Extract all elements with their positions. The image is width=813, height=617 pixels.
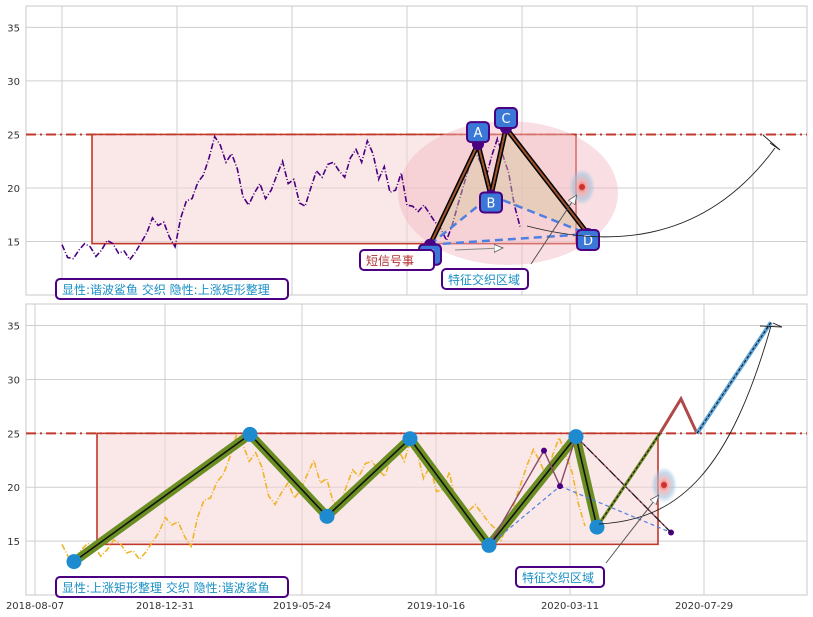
zone-arrow (530, 196, 576, 265)
projection-leg-dots (596, 433, 661, 528)
explicit-implicit-label: 显性:上涨矩形整理 交织 隐性:谐波鲨鱼 (62, 580, 270, 595)
y-tick-label: 15 (7, 237, 20, 248)
x-tick-label: 2020-03-11 (541, 601, 599, 612)
bottom-zigzag-pattern (66, 321, 783, 570)
projection-curve (598, 325, 772, 525)
feature-zone-label: 特征交织区域 (522, 570, 594, 585)
zigzag-node (481, 537, 497, 553)
short-signal-label: 短信号事 (366, 254, 414, 268)
triangle-bcd (491, 128, 588, 234)
harmonic-dashed (488, 485, 561, 546)
harmonic-node (541, 447, 547, 454)
zigzag-node (402, 431, 418, 447)
top-y-axis: 15 20 25 30 35 (7, 23, 20, 248)
zigzag-node (319, 508, 335, 524)
projection-tip (759, 322, 783, 328)
y-tick-label: 30 (7, 375, 20, 386)
projection-target-dots (696, 322, 772, 434)
pattern-dashed-line (429, 232, 589, 246)
target-dot (661, 482, 667, 488)
zigzag-node (242, 426, 258, 442)
feature-zone-box (515, 566, 605, 588)
explicit-implicit-box (55, 576, 289, 598)
harmonic-dashed (559, 485, 672, 534)
signal-arrow (454, 248, 502, 250)
bottom-x-axis: 2018-08-07 2018-12-31 2019-05-24 2019-10-16… (6, 601, 733, 612)
y-tick-label: 25 (7, 429, 20, 440)
pattern-dashed-line (490, 194, 589, 236)
y-tick-label: 30 (7, 77, 20, 88)
top-rectangle-zone (26, 121, 807, 265)
bottom-annotations: 显性:上涨矩形整理 交织 隐性:谐波鲨鱼 特征交织区域 (55, 496, 658, 598)
bottom-y-axis: 15 20 25 30 35 (7, 322, 20, 549)
y-tick-label: 35 (7, 322, 20, 333)
x-tick-label: 2018-12-31 (136, 601, 194, 612)
explicit-implicit-label: 显性:谐波鲨鱼 交织 隐性:上涨矩形整理 (62, 282, 270, 297)
pattern-label-box (494, 107, 518, 130)
bottom-panel: 15 20 25 30 35 2018-08-07 2018-12-31 2019-05-2… (6, 303, 808, 612)
zigzag-node (568, 429, 584, 445)
pattern-label: D (583, 234, 593, 249)
y-tick-label: 35 (7, 23, 20, 34)
rectangle-zone (91, 133, 577, 245)
pattern-ellipse (398, 121, 618, 265)
zigzag-node (66, 554, 82, 570)
x-tick-label: 2019-05-24 (273, 601, 331, 612)
projection-dashdot (575, 436, 672, 533)
pattern-label-box (576, 228, 600, 251)
pattern-label: C (501, 112, 510, 127)
x-tick-label: 2020-07-29 (675, 601, 733, 612)
short-signal-box (359, 249, 435, 271)
y-tick-label: 25 (7, 130, 20, 141)
pattern-leg (490, 127, 507, 196)
y-tick-label: 20 (7, 184, 20, 195)
pattern-leg (477, 143, 492, 196)
zone-arrow (605, 496, 658, 564)
y-tick-label: 15 (7, 537, 20, 548)
explicit-implicit-box (55, 278, 289, 300)
harmonic-node (557, 483, 563, 490)
target-dot (579, 184, 585, 190)
projection-curve (526, 147, 776, 238)
feature-zone-box (441, 268, 529, 290)
triangle-xab (430, 144, 491, 245)
y-tick-label: 20 (7, 483, 20, 494)
x-tick-label: 2019-10-16 (407, 601, 465, 612)
pattern-leg (429, 143, 479, 246)
pattern-leg (505, 127, 589, 235)
zigzag-node (589, 519, 605, 535)
feature-zone-label: 特征交织区域 (448, 272, 520, 287)
pattern-label: B (487, 196, 496, 211)
pattern-label-box (479, 191, 503, 214)
pattern-label: A (474, 126, 483, 141)
pattern-label-box (466, 121, 490, 144)
x-tick-label: 2018-08-07 (6, 601, 64, 612)
projection-tip (762, 134, 781, 151)
